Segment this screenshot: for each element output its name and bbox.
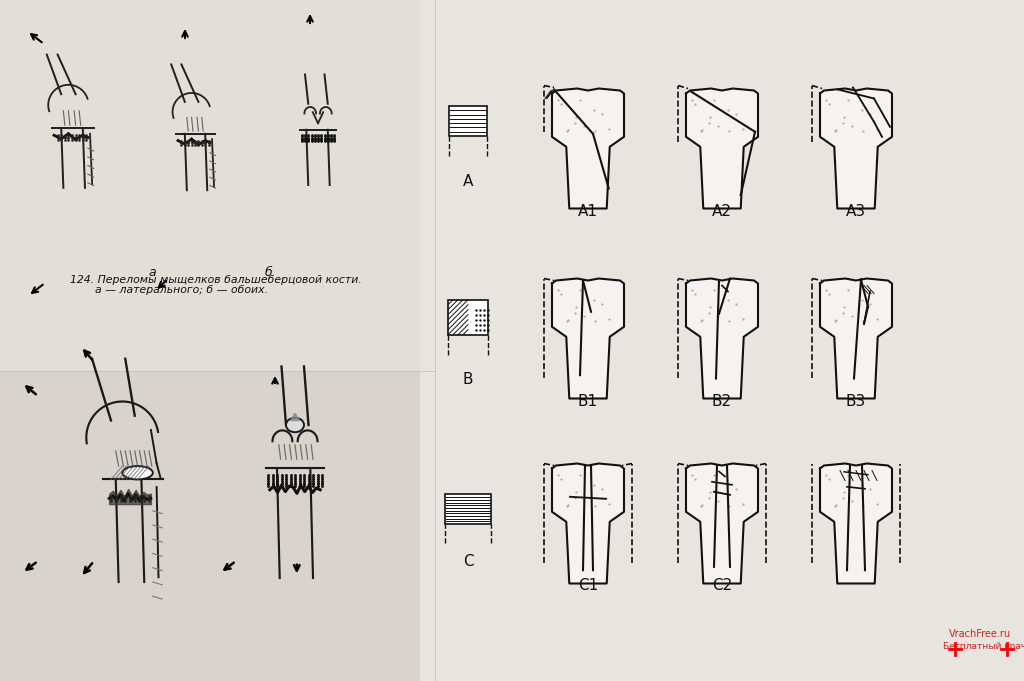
Polygon shape xyxy=(552,464,624,584)
Text: C: C xyxy=(463,554,473,569)
Polygon shape xyxy=(686,464,758,584)
Polygon shape xyxy=(820,464,892,584)
Text: C2: C2 xyxy=(712,578,732,594)
Bar xyxy=(449,106,487,136)
Text: A2: A2 xyxy=(712,204,732,219)
Polygon shape xyxy=(820,279,892,398)
Text: A3: A3 xyxy=(846,204,866,219)
Text: Бесплатный врач: Бесплатный врач xyxy=(943,642,1024,651)
Text: C1: C1 xyxy=(578,578,598,594)
Bar xyxy=(0,0,420,371)
Text: B2: B2 xyxy=(712,394,732,409)
Bar xyxy=(449,300,488,334)
Bar xyxy=(445,494,490,524)
Text: B3: B3 xyxy=(846,394,866,409)
Text: B1: B1 xyxy=(578,394,598,409)
Polygon shape xyxy=(552,89,624,208)
Text: B: B xyxy=(463,372,473,387)
Text: A: A xyxy=(463,174,473,189)
Polygon shape xyxy=(552,279,624,398)
Text: б: б xyxy=(265,266,272,279)
Polygon shape xyxy=(291,413,299,420)
Ellipse shape xyxy=(123,466,153,479)
Polygon shape xyxy=(820,89,892,208)
Text: а — латерального; б — обоих.: а — латерального; б — обоих. xyxy=(95,285,268,295)
Polygon shape xyxy=(686,89,758,208)
Text: VrachFree.ru: VrachFree.ru xyxy=(949,629,1011,639)
Text: 124. Переломы мыщелков бальшеберцовой кости.: 124. Переломы мыщелков бальшеберцовой ко… xyxy=(70,275,361,285)
Text: A1: A1 xyxy=(578,204,598,219)
Text: а: а xyxy=(148,266,156,279)
Bar xyxy=(0,371,420,681)
Polygon shape xyxy=(686,279,758,398)
Ellipse shape xyxy=(286,418,304,432)
